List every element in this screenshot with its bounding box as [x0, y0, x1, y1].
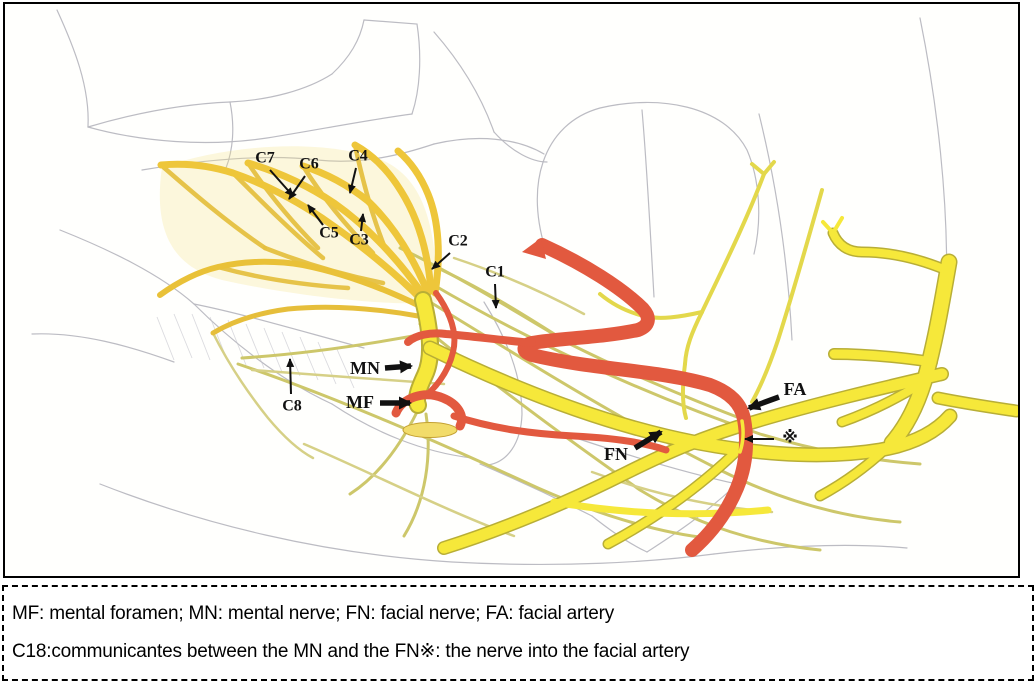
figure-arrow-FN	[633, 429, 663, 451]
figure-label-FA: FA	[784, 379, 807, 399]
caption-definitions-line: C18:communicantes between the MN and the…	[12, 641, 690, 662]
mental-foramen-rim	[402, 422, 458, 438]
figure-label-FN: FN	[604, 444, 628, 464]
figure-label-C2: C2	[448, 233, 468, 250]
annotation-layer: C7 C6 C4 C5 C3 C2 C1 C8 MN MF FN FA ※	[255, 148, 806, 464]
figure-arrow-C8	[286, 358, 295, 395]
figure-arrow-C3	[358, 213, 367, 232]
figure-label-MN: MN	[350, 358, 380, 378]
figure-label-C3: C3	[349, 232, 369, 249]
figure-label-C6: C6	[299, 156, 319, 173]
artery-tip	[522, 238, 546, 259]
pencil-sketch-layer	[31, 9, 948, 566]
anatomy-figure: C7 C6 C4 C5 C3 C2 C1 C8 MN MF FN FA ※	[31, 9, 1018, 566]
figure-arrow-FA	[747, 394, 780, 411]
figure-label-C1: C1	[485, 264, 505, 281]
figure-label-C4: C4	[348, 148, 368, 165]
nerve-into-artery	[738, 419, 745, 454]
figure-arrow-C6	[288, 175, 306, 200]
figure-label-C7: C7	[255, 150, 275, 167]
figure-arrow-C1	[491, 283, 500, 309]
figure-arrow-C5	[307, 204, 324, 226]
facial-nerve-trunk-layer	[422, 216, 1018, 555]
figure-caption-box: MF: mental foramen; MN: mental nerve; FN…	[2, 585, 1034, 681]
anatomy-figure-frame: C7 C6 C4 C5 C3 C2 C1 C8 MN MF FN FA ※	[3, 2, 1020, 578]
figure-arrow-MN	[384, 360, 413, 374]
mental-foramen	[391, 390, 467, 431]
figure-arrow-C2	[431, 252, 451, 270]
figure-label-asterisk: ※	[782, 429, 798, 447]
figure-arrow-C4	[347, 167, 357, 194]
caption-abbreviations-line: MF: mental foramen; MN: mental nerve; FN…	[12, 603, 615, 624]
figure-label-C8: C8	[282, 398, 302, 415]
upper-facial-nerve-branches-layer	[598, 160, 824, 420]
figure-label-MF: MF	[346, 392, 374, 412]
figure-label-C5: C5	[319, 225, 339, 242]
